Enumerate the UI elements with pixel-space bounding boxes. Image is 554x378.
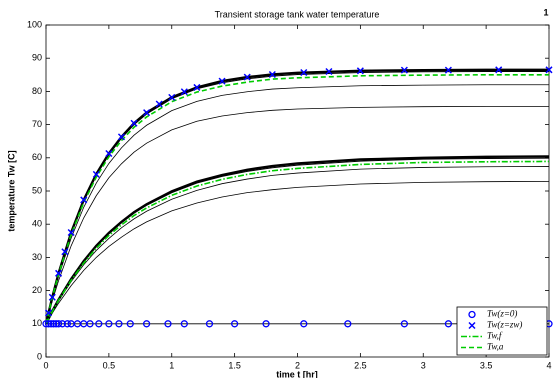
legend-label: Tw,f (487, 331, 503, 341)
marker-circle (54, 320, 63, 328)
figure-number: 1 (543, 7, 548, 17)
y-tick-label: 50 (32, 185, 42, 195)
x-tick-label: 3 (421, 360, 426, 370)
x-tick-label: 1.5 (228, 360, 241, 370)
marker-x (143, 109, 151, 117)
marker-circle (262, 320, 270, 328)
marker-x (92, 170, 100, 178)
marker-x (400, 66, 408, 74)
series-line (45, 166, 550, 324)
x-tick-label: 2 (295, 360, 300, 370)
marker-circle (205, 320, 214, 328)
marker-circle (49, 320, 58, 328)
chart-title: Transient storage tank water temperature (215, 9, 380, 19)
y-tick-label: 100 (27, 19, 42, 29)
marker-x (268, 70, 276, 78)
y-axis-label: temperature Tw [C] (6, 150, 16, 231)
y-tick-label: 80 (32, 86, 42, 96)
y-tick-label: 90 (32, 53, 42, 63)
marker-x (44, 309, 53, 317)
marker-x (325, 67, 333, 76)
marker-x (444, 66, 452, 74)
marker-x (55, 269, 63, 277)
series-line (44, 155, 550, 325)
legend: Tw(z=0)Tw(z=zw)Tw,fTw,a (456, 306, 548, 356)
marker-x (48, 293, 56, 301)
marker-x (468, 321, 476, 330)
marker-circle (95, 320, 103, 328)
marker-circle (115, 320, 123, 328)
x-tick-label: 0 (43, 360, 48, 370)
marker-circle (180, 320, 188, 328)
marker-x (80, 196, 88, 204)
series-line (45, 160, 550, 325)
legend-label: Tw,a (487, 342, 504, 352)
series-line (45, 84, 549, 324)
marker-x (193, 83, 201, 91)
marker-x (300, 68, 308, 77)
y-tick-label: 40 (32, 219, 42, 229)
marker-x (61, 248, 69, 256)
marker-circle (444, 320, 453, 328)
marker-circle (468, 310, 476, 319)
marker-circle (47, 320, 55, 328)
y-tick-label: 0 (37, 351, 42, 361)
x-tick-label: 2.5 (354, 360, 367, 370)
marker-circle (164, 320, 172, 328)
legend-label: Tw(z=0) (487, 309, 517, 319)
y-tick-label: 60 (32, 152, 42, 162)
series-line (45, 74, 549, 324)
marker-x (495, 66, 503, 74)
marker-circle (58, 320, 66, 328)
marker-circle (142, 320, 151, 328)
marker-x (168, 93, 176, 101)
marker-circle (230, 320, 239, 328)
marker-circle (126, 320, 134, 328)
series-line (45, 180, 550, 325)
x-tick-label: 3.5 (480, 360, 493, 370)
marker-circle (344, 320, 352, 328)
y-tick-label: 30 (32, 252, 42, 262)
marker-circle (105, 320, 113, 328)
legend-label: Tw(z=zw) (487, 320, 522, 330)
marker-circle (42, 320, 50, 328)
marker-x (105, 149, 113, 158)
marker-x (180, 88, 188, 96)
y-tick-label: 10 (32, 318, 42, 328)
marker-x (117, 133, 125, 141)
x-tick-label: 0.5 (103, 360, 116, 370)
marker-circle (300, 320, 308, 328)
plot-area (45, 24, 550, 358)
marker-x (243, 73, 251, 81)
marker-x (218, 77, 226, 85)
marker-x (155, 100, 163, 108)
y-tick-label: 20 (32, 285, 42, 295)
marker-x (356, 67, 364, 75)
marker-circle (63, 320, 72, 328)
marker-x (130, 119, 138, 127)
marker-x (67, 228, 75, 237)
x-tick-label: 1 (169, 360, 174, 370)
marker-circle (44, 320, 53, 328)
marker-x (545, 66, 553, 74)
y-tick-label: 70 (32, 119, 42, 129)
legend-box (456, 306, 548, 356)
x-axis-label: time t [hr] (276, 369, 318, 378)
x-tick-label: 4 (546, 360, 551, 370)
marker-circle (86, 320, 94, 328)
series-line (45, 105, 549, 324)
marker-circle (400, 320, 409, 328)
